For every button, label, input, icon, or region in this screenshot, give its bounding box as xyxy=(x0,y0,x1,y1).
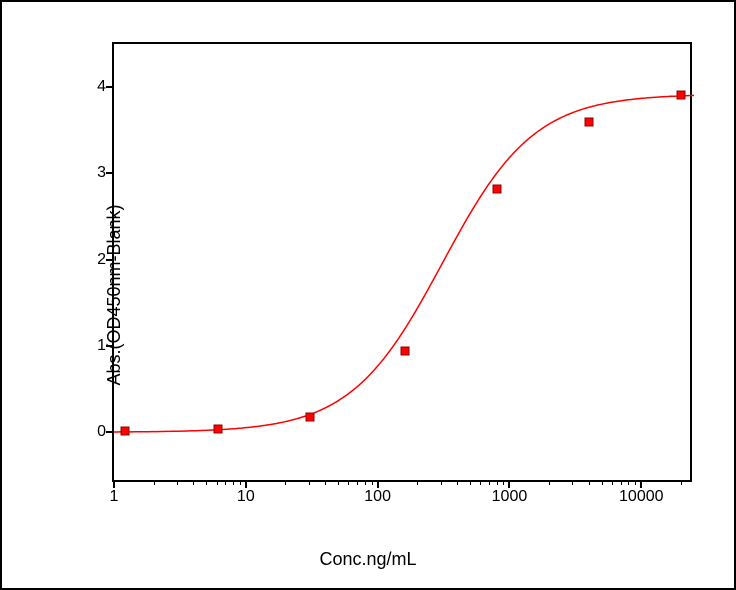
x-tick-mark xyxy=(245,480,247,488)
x-minor-tick xyxy=(233,480,234,485)
x-minor-tick xyxy=(338,480,339,485)
data-point xyxy=(584,117,593,126)
x-minor-tick xyxy=(372,480,373,485)
x-minor-tick xyxy=(357,480,358,485)
chart-frame: Abs.(OD450nm-Blank) Conc.ng/mL 012341101… xyxy=(0,0,736,590)
x-minor-tick xyxy=(225,480,226,485)
x-minor-tick xyxy=(503,480,504,485)
x-minor-tick xyxy=(309,480,310,485)
x-minor-tick xyxy=(325,480,326,485)
x-minor-tick xyxy=(497,480,498,485)
x-minor-tick xyxy=(417,480,418,485)
x-minor-tick xyxy=(154,480,155,485)
x-minor-tick xyxy=(470,480,471,485)
y-tick-mark xyxy=(106,172,114,174)
x-minor-tick xyxy=(217,480,218,485)
x-tick-mark xyxy=(377,480,379,488)
x-minor-tick xyxy=(457,480,458,485)
x-minor-tick xyxy=(240,480,241,485)
data-point xyxy=(676,90,685,99)
x-minor-tick xyxy=(285,480,286,485)
x-minor-tick xyxy=(206,480,207,485)
plot-area: 01234110100100010000 xyxy=(112,42,692,482)
x-minor-tick xyxy=(441,480,442,485)
data-point xyxy=(400,347,409,356)
data-point xyxy=(305,412,314,421)
fit-curve xyxy=(114,44,690,480)
x-minor-tick xyxy=(621,480,622,485)
x-minor-tick xyxy=(572,480,573,485)
x-minor-tick xyxy=(177,480,178,485)
x-tick-mark xyxy=(508,480,510,488)
x-minor-tick xyxy=(348,480,349,485)
x-minor-tick xyxy=(365,480,366,485)
y-tick-mark xyxy=(106,345,114,347)
data-point xyxy=(492,184,501,193)
x-minor-tick xyxy=(628,480,629,485)
x-minor-tick xyxy=(612,480,613,485)
x-minor-tick xyxy=(193,480,194,485)
x-minor-tick xyxy=(681,480,682,485)
y-tick-mark xyxy=(106,86,114,88)
x-minor-tick xyxy=(480,480,481,485)
x-minor-tick xyxy=(602,480,603,485)
y-tick-mark xyxy=(106,259,114,261)
x-minor-tick xyxy=(489,480,490,485)
x-axis-label: Conc.ng/mL xyxy=(319,549,416,570)
x-tick-mark xyxy=(640,480,642,488)
x-minor-tick xyxy=(635,480,636,485)
x-minor-tick xyxy=(589,480,590,485)
y-tick-mark xyxy=(106,431,114,433)
data-point xyxy=(213,424,222,433)
x-tick-mark xyxy=(113,480,115,488)
x-minor-tick xyxy=(549,480,550,485)
data-point xyxy=(121,427,130,436)
